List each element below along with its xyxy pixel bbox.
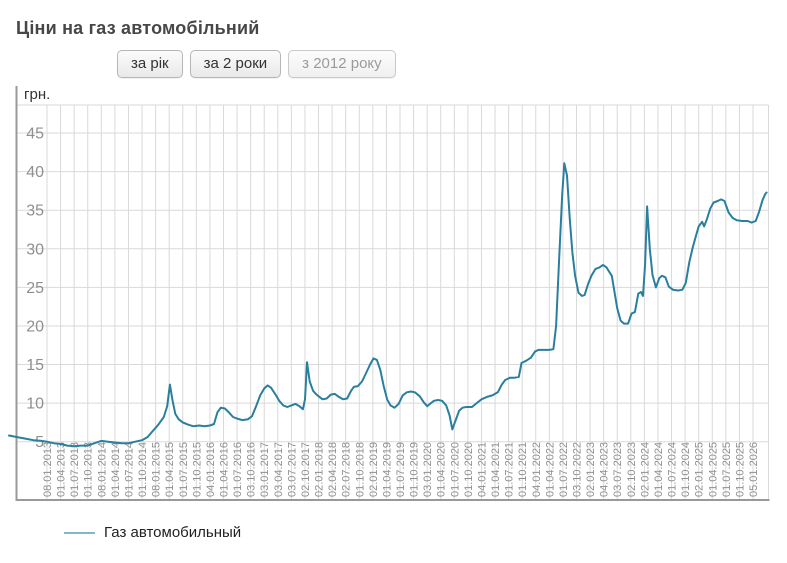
svg-text:01.10.2021: 01.10.2021 <box>517 442 529 497</box>
svg-text:40: 40 <box>26 164 44 181</box>
svg-text:03.07.2017: 03.07.2017 <box>286 442 298 497</box>
svg-text:01.04.2013: 01.04.2013 <box>56 442 68 497</box>
legend-line-icon <box>64 531 95 534</box>
chart-legend: Газ автомобильный <box>64 524 241 541</box>
svg-text:01.07.2020: 01.07.2020 <box>449 442 461 497</box>
svg-text:01.04.2022: 01.04.2022 <box>544 442 556 497</box>
svg-text:02.01.2019: 02.01.2019 <box>368 442 380 497</box>
svg-text:03.01.2020: 03.01.2020 <box>422 442 434 497</box>
svg-text:01.10.2019: 01.10.2019 <box>409 442 421 497</box>
svg-text:01.07.2015: 01.07.2015 <box>178 442 190 497</box>
svg-text:01.07.2013: 01.07.2013 <box>69 442 81 497</box>
svg-text:грн.: грн. <box>24 86 50 103</box>
svg-text:01.07.2022: 01.07.2022 <box>558 442 570 497</box>
period-button-two-years[interactable]: за 2 роки <box>189 50 282 78</box>
svg-text:02.01.2025: 02.01.2025 <box>694 442 706 497</box>
svg-text:01.07.2016: 01.07.2016 <box>232 442 244 497</box>
svg-text:20: 20 <box>26 318 44 335</box>
svg-text:01.07.2019: 01.07.2019 <box>395 442 407 497</box>
svg-text:01.10.2024: 01.10.2024 <box>680 442 692 497</box>
svg-text:01.04.2024: 01.04.2024 <box>653 442 665 497</box>
svg-text:02.01.2018: 02.01.2018 <box>314 442 326 497</box>
svg-text:5: 5 <box>35 434 44 451</box>
svg-text:30: 30 <box>26 241 44 258</box>
svg-text:01.04.2015: 01.04.2015 <box>164 442 176 497</box>
svg-text:02.04.2018: 02.04.2018 <box>327 442 339 497</box>
svg-text:01.04.2020: 01.04.2020 <box>436 442 448 497</box>
svg-text:25: 25 <box>26 280 44 297</box>
svg-text:01.10.2020: 01.10.2020 <box>463 442 475 497</box>
svg-text:03.01.2017: 03.01.2017 <box>259 442 271 497</box>
svg-text:01.04.2016: 01.04.2016 <box>219 442 231 497</box>
svg-text:08.01.2014: 08.01.2014 <box>96 442 108 497</box>
svg-text:01.07.2021: 01.07.2021 <box>504 442 516 497</box>
svg-text:01.10.2018: 01.10.2018 <box>354 442 366 497</box>
legend-series-label: Газ автомобильный <box>104 524 242 541</box>
svg-text:10: 10 <box>26 396 44 413</box>
svg-text:01.10.2015: 01.10.2015 <box>191 442 203 497</box>
svg-text:01.10.2014: 01.10.2014 <box>137 442 149 497</box>
period-controls: за рік за 2 роки з 2012 року <box>117 50 396 78</box>
svg-text:03.10.2022: 03.10.2022 <box>572 442 584 497</box>
svg-text:02.10.2017: 02.10.2017 <box>300 442 312 497</box>
svg-text:01.07.2014: 01.07.2014 <box>123 442 135 497</box>
svg-text:01.10.2025: 01.10.2025 <box>734 442 746 497</box>
page-title: Ціни на газ автомобільний <box>16 18 260 39</box>
svg-text:01.07.2024: 01.07.2024 <box>667 442 679 497</box>
svg-text:02.01.2023: 02.01.2023 <box>585 442 597 497</box>
svg-text:04.01.2022: 04.01.2022 <box>531 442 543 497</box>
svg-text:04.04.2023: 04.04.2023 <box>599 442 611 497</box>
svg-text:01.04.2019: 01.04.2019 <box>381 442 393 497</box>
svg-text:01.04.2021: 01.04.2021 <box>490 442 502 497</box>
svg-text:15: 15 <box>26 357 44 374</box>
svg-text:08.01.2015: 08.01.2015 <box>151 442 163 497</box>
svg-text:35: 35 <box>26 203 44 220</box>
svg-text:45: 45 <box>26 126 44 143</box>
svg-text:04.01.2016: 04.01.2016 <box>205 442 217 497</box>
period-button-since-2012[interactable]: з 2012 року <box>288 50 396 78</box>
svg-text:02.01.2024: 02.01.2024 <box>639 442 651 497</box>
svg-text:01.07.2025: 01.07.2025 <box>721 442 733 497</box>
svg-text:05.01.2026: 05.01.2026 <box>748 442 760 497</box>
svg-text:02.07.2018: 02.07.2018 <box>341 442 353 497</box>
svg-text:03.07.2023: 03.07.2023 <box>612 442 624 497</box>
svg-text:01.04.2025: 01.04.2025 <box>707 442 719 497</box>
svg-text:03.10.2016: 03.10.2016 <box>246 442 258 497</box>
svg-text:01.04.2014: 01.04.2014 <box>110 442 122 497</box>
svg-text:08.01.2013: 08.01.2013 <box>42 442 54 497</box>
period-button-year[interactable]: за рік <box>117 50 183 78</box>
svg-text:04.01.2021: 04.01.2021 <box>476 442 488 497</box>
svg-text:01.10.2013: 01.10.2013 <box>83 442 95 497</box>
svg-text:03.04.2017: 03.04.2017 <box>273 442 285 497</box>
svg-text:02.10.2023: 02.10.2023 <box>626 442 638 497</box>
